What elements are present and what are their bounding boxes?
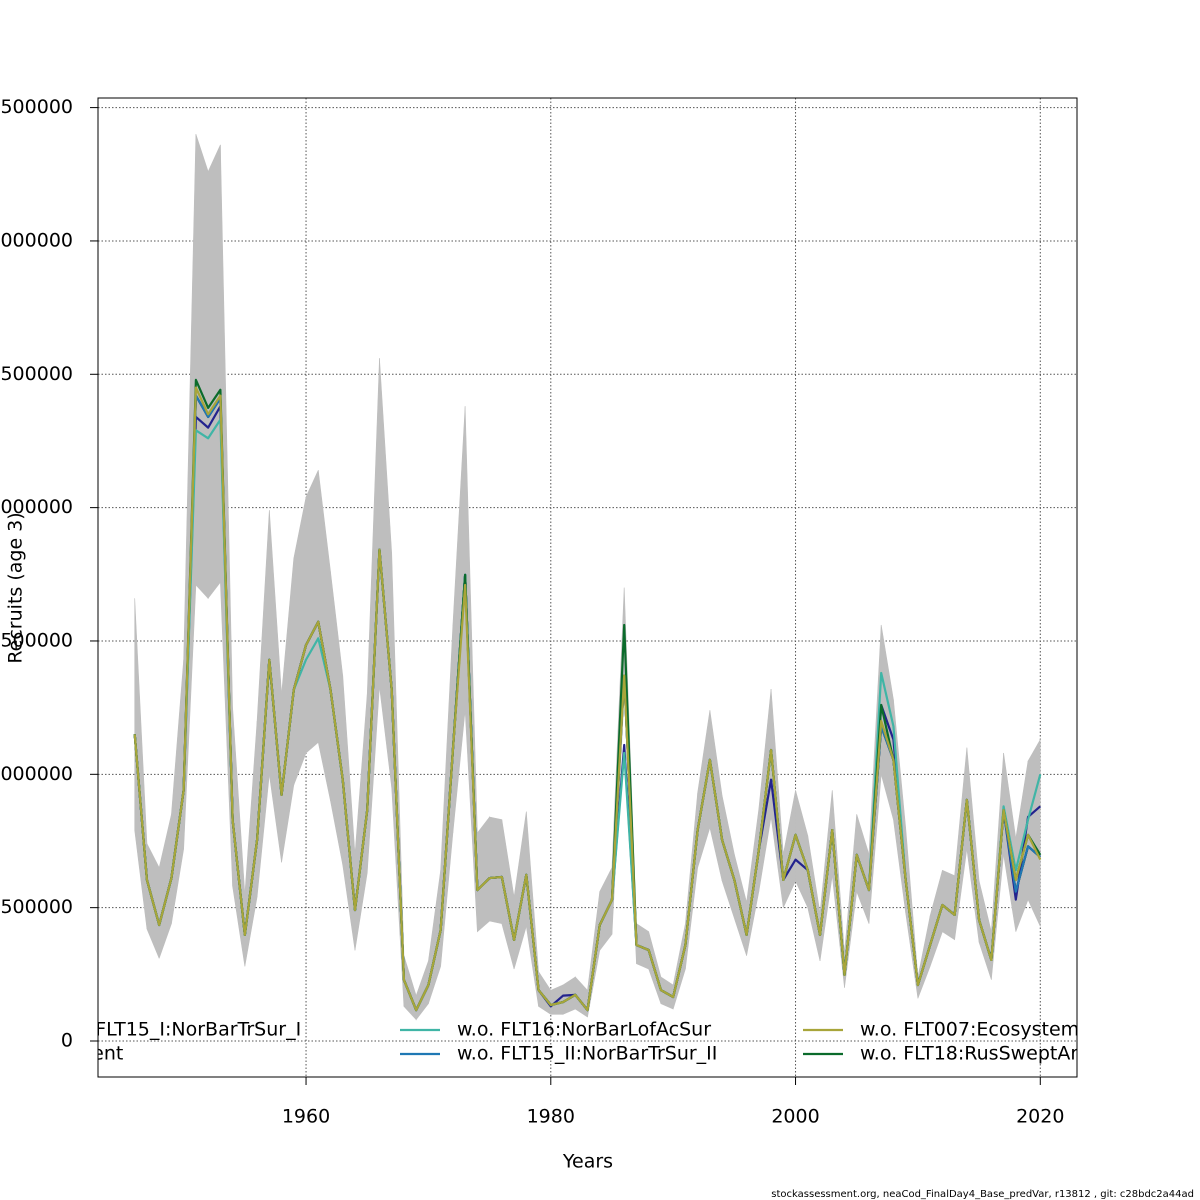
confidence-band bbox=[256, 510, 270, 898]
confidence-band bbox=[403, 955, 417, 1021]
confidence-band bbox=[171, 659, 184, 924]
x-tick-label: 2020 bbox=[1016, 1106, 1064, 1128]
y-axis-title: Recruits (age 3) bbox=[5, 512, 27, 663]
confidence-band bbox=[942, 869, 955, 941]
confidence-band bbox=[1027, 738, 1041, 927]
confidence-band bbox=[477, 816, 490, 933]
confidence-band bbox=[207, 144, 221, 600]
confidence-band bbox=[342, 675, 356, 951]
y-tick-label: 1000000 bbox=[0, 763, 73, 785]
confidence-band bbox=[366, 358, 380, 874]
confidence-band bbox=[929, 870, 943, 967]
confidence-band bbox=[599, 867, 613, 952]
y-tick-label: 0 bbox=[61, 1029, 73, 1051]
legend-label: w.o. FLT15_II:NorBarTrSur_II bbox=[457, 1043, 717, 1065]
plot-frame bbox=[97, 97, 1078, 1078]
x-tick-label: 1980 bbox=[527, 1106, 575, 1128]
y-tick-label: 1500000 bbox=[0, 629, 73, 651]
x-tick-label: 2000 bbox=[771, 1106, 819, 1128]
legend-label: w.o. FLT007:Ecosystem bbox=[860, 1019, 1079, 1041]
y-tick-label: 3000000 bbox=[0, 229, 73, 251]
confidence-band bbox=[917, 915, 931, 999]
y-tick-label: 2500000 bbox=[0, 363, 73, 385]
legend-label: w.o. FLT18:RusSweptArea bbox=[860, 1043, 1101, 1065]
confidence-band bbox=[954, 747, 968, 940]
confidence-band bbox=[782, 790, 796, 908]
axes: 0 500000 1000000 1500000 2000000 2500000 30000… bbox=[0, 96, 1078, 1128]
y-tick-label: 3500000 bbox=[0, 96, 73, 118]
confidence-band bbox=[489, 816, 503, 925]
legend-label: w.o. FLT16:NorBarLofAcSur bbox=[457, 1019, 711, 1041]
y-tick-label: 500000 bbox=[0, 896, 73, 918]
confidence-band bbox=[305, 470, 319, 754]
x-tick-label: 1960 bbox=[282, 1106, 330, 1128]
confidence-band bbox=[244, 720, 258, 967]
confidence-band bbox=[195, 134, 209, 600]
confidence-band bbox=[978, 880, 992, 980]
confidence-band bbox=[746, 808, 760, 956]
confidence-band bbox=[293, 496, 307, 786]
legend-label: Current bbox=[52, 1043, 123, 1065]
y-tick-label: 2000000 bbox=[0, 496, 73, 518]
confidence-band bbox=[501, 819, 515, 970]
series-line bbox=[133, 386, 1042, 1012]
confidence-band bbox=[330, 571, 344, 866]
legend-label: w.o. FLT15_I:NorBarTrSur_I bbox=[52, 1019, 301, 1041]
confidence-band bbox=[795, 790, 809, 908]
x-axis-title: Years bbox=[562, 1151, 613, 1173]
confidence-band bbox=[966, 747, 980, 943]
footnote: stockassessment.org, neaCod_FinalDay4_Ba… bbox=[771, 1189, 1194, 1200]
